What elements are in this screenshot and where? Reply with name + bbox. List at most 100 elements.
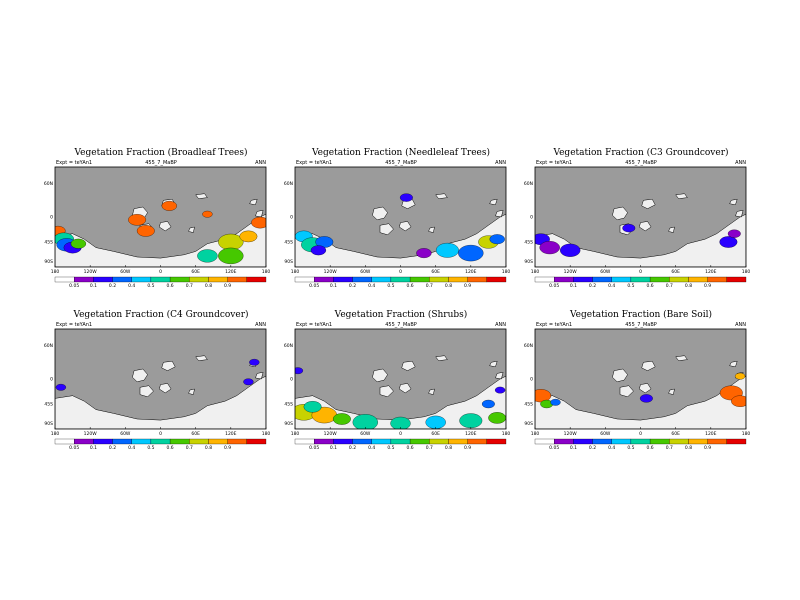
season-label: ANN xyxy=(255,322,266,328)
vegetation-patch-7 xyxy=(459,413,483,429)
colorbar-tick-label: 0.6 xyxy=(407,283,414,289)
vegetation-patch-6 xyxy=(425,415,446,429)
colorbar-segment xyxy=(554,276,574,283)
colorbar-tick-label: 0.5 xyxy=(387,445,394,451)
vegetation-patch-10 xyxy=(494,386,506,394)
colorbar-segment xyxy=(669,438,689,445)
colorbar: 0.05 0.1 0.2 0.4 0.5 0.6 0.7 0.8 0.9 xyxy=(534,438,747,451)
colorbar-segment xyxy=(611,276,632,283)
longitude-tick-labels: 180 120W 60W 0 60E 120E 180 xyxy=(291,431,511,437)
latitude-tick-labels: 60N 0 45S 90S xyxy=(284,181,293,265)
x-tick-label: 120E xyxy=(225,431,237,437)
vegetation-patch-8 xyxy=(488,412,506,424)
colorbar-segment xyxy=(573,438,593,445)
panel-needleleaf-trees: Vegetation Fraction (Needleleaf Trees) E… xyxy=(284,147,511,289)
colorbar-segment xyxy=(294,276,315,283)
vegetation-patch-4 xyxy=(399,193,413,202)
y-tick-label: 0 xyxy=(50,215,53,221)
colorbar-segment xyxy=(649,276,670,283)
x-tick-label: 180 xyxy=(262,269,271,275)
experiment-label: Expt = teYAn1 xyxy=(536,160,572,166)
panel-title: Vegetation Fraction (Bare Soil) xyxy=(569,309,712,320)
map-area xyxy=(54,166,267,268)
y-tick-label: 90S xyxy=(524,259,533,265)
map-area xyxy=(54,328,267,430)
vegetation-patch-6 xyxy=(639,394,653,403)
colorbar-tick-label: 0.1 xyxy=(330,283,337,289)
colorbar-tick-label: 0.8 xyxy=(205,445,212,451)
x-tick-label: 180 xyxy=(742,431,751,437)
vegetation-patch-1 xyxy=(539,241,560,255)
x-tick-label: 60E xyxy=(431,431,440,437)
season-label: ANN xyxy=(735,322,746,328)
vegetation-patch-4 xyxy=(731,395,746,407)
vegetation-patch-1 xyxy=(243,378,254,386)
colorbar-tick-label: 0.6 xyxy=(647,445,654,451)
x-tick-label: 120E xyxy=(705,269,717,275)
x-tick-label: 180 xyxy=(531,269,540,275)
colorbar-tick-label: 0.4 xyxy=(608,445,615,451)
colorbar-segment xyxy=(390,276,411,283)
colorbar-segment xyxy=(131,276,152,283)
colorbar: 0.05 0.1 0.2 0.4 0.5 0.6 0.7 0.8 0.9 xyxy=(294,276,507,289)
x-tick-label: 120W xyxy=(84,431,98,437)
colorbar-segment xyxy=(227,438,247,445)
longitude-tick-labels: 180 120W 60W 0 60E 120E 180 xyxy=(291,269,511,275)
vegetation-patch-2 xyxy=(303,401,322,413)
colorbar-segment xyxy=(486,276,507,283)
y-tick-label: 60N xyxy=(284,181,293,187)
colorbar-tick-label: 0.1 xyxy=(90,445,97,451)
experiment-label: Expt = teYAn1 xyxy=(296,160,332,166)
vegetation-patch-5 xyxy=(734,372,746,380)
y-tick-label: 45S xyxy=(284,240,293,246)
panel-title: Vegetation Fraction (Needleleaf Trees) xyxy=(311,147,490,158)
colorbar-segment xyxy=(314,276,334,283)
colorbar-segment xyxy=(534,438,555,445)
colorbar-segment xyxy=(333,438,353,445)
y-tick-label: 0 xyxy=(290,215,293,221)
x-tick-label: 120W xyxy=(564,431,578,437)
colorbar-segment xyxy=(448,438,468,445)
y-tick-label: 60N xyxy=(524,181,533,187)
colorbar-segment xyxy=(409,276,430,283)
experiment-label: Expt = teYAn1 xyxy=(56,322,92,328)
y-tick-label: 45S xyxy=(524,240,533,246)
colorbar-segment xyxy=(554,438,574,445)
y-tick-label: 90S xyxy=(524,421,533,427)
x-tick-label: 0 xyxy=(399,269,402,275)
colorbar-segment xyxy=(131,438,152,445)
colorbar-tick-label: 0.4 xyxy=(128,283,135,289)
experiment-label: Expt = teYAn1 xyxy=(536,322,572,328)
map-area xyxy=(534,166,747,268)
vegetation-patch-2 xyxy=(550,398,561,406)
vegetation-patch-10 xyxy=(239,230,258,243)
colorbar-segment xyxy=(630,276,651,283)
vegetation-patch-8 xyxy=(489,234,505,245)
colorbar-tick-label: 0.7 xyxy=(666,445,673,451)
colorbar-tick-label: 0.2 xyxy=(589,445,596,451)
vegetation-patch-11 xyxy=(295,367,304,375)
latitude-tick-labels: 60N 0 45S 90S xyxy=(44,343,53,427)
colorbar-tick-label: 0.4 xyxy=(608,283,615,289)
x-tick-label: 60E xyxy=(671,431,680,437)
panel-bare-soil: Vegetation Fraction (Bare Soil) Expt = t… xyxy=(524,309,751,451)
colorbar-segment xyxy=(314,438,334,445)
colorbar-segment xyxy=(630,438,651,445)
x-tick-label: 120E xyxy=(705,431,717,437)
y-tick-label: 0 xyxy=(530,377,533,383)
colorbar-tick-label: 0.9 xyxy=(704,445,711,451)
colorbar-segment xyxy=(649,438,670,445)
x-tick-label: 60E xyxy=(191,431,200,437)
colorbar-tick-label: 0.8 xyxy=(445,283,452,289)
panel-title: Vegetation Fraction (C4 Groundcover) xyxy=(72,309,248,320)
colorbar-segment xyxy=(726,438,747,445)
colorbar-tick-label: 0.2 xyxy=(109,445,116,451)
vegetation-patch-2 xyxy=(560,243,581,257)
season-label: ANN xyxy=(495,160,506,166)
colorbar-segment xyxy=(429,276,449,283)
vegetation-patch-4 xyxy=(352,414,378,429)
vegetation-patch-0 xyxy=(55,383,67,391)
colorbar-segment xyxy=(208,438,228,445)
x-tick-label: 0 xyxy=(639,269,642,275)
